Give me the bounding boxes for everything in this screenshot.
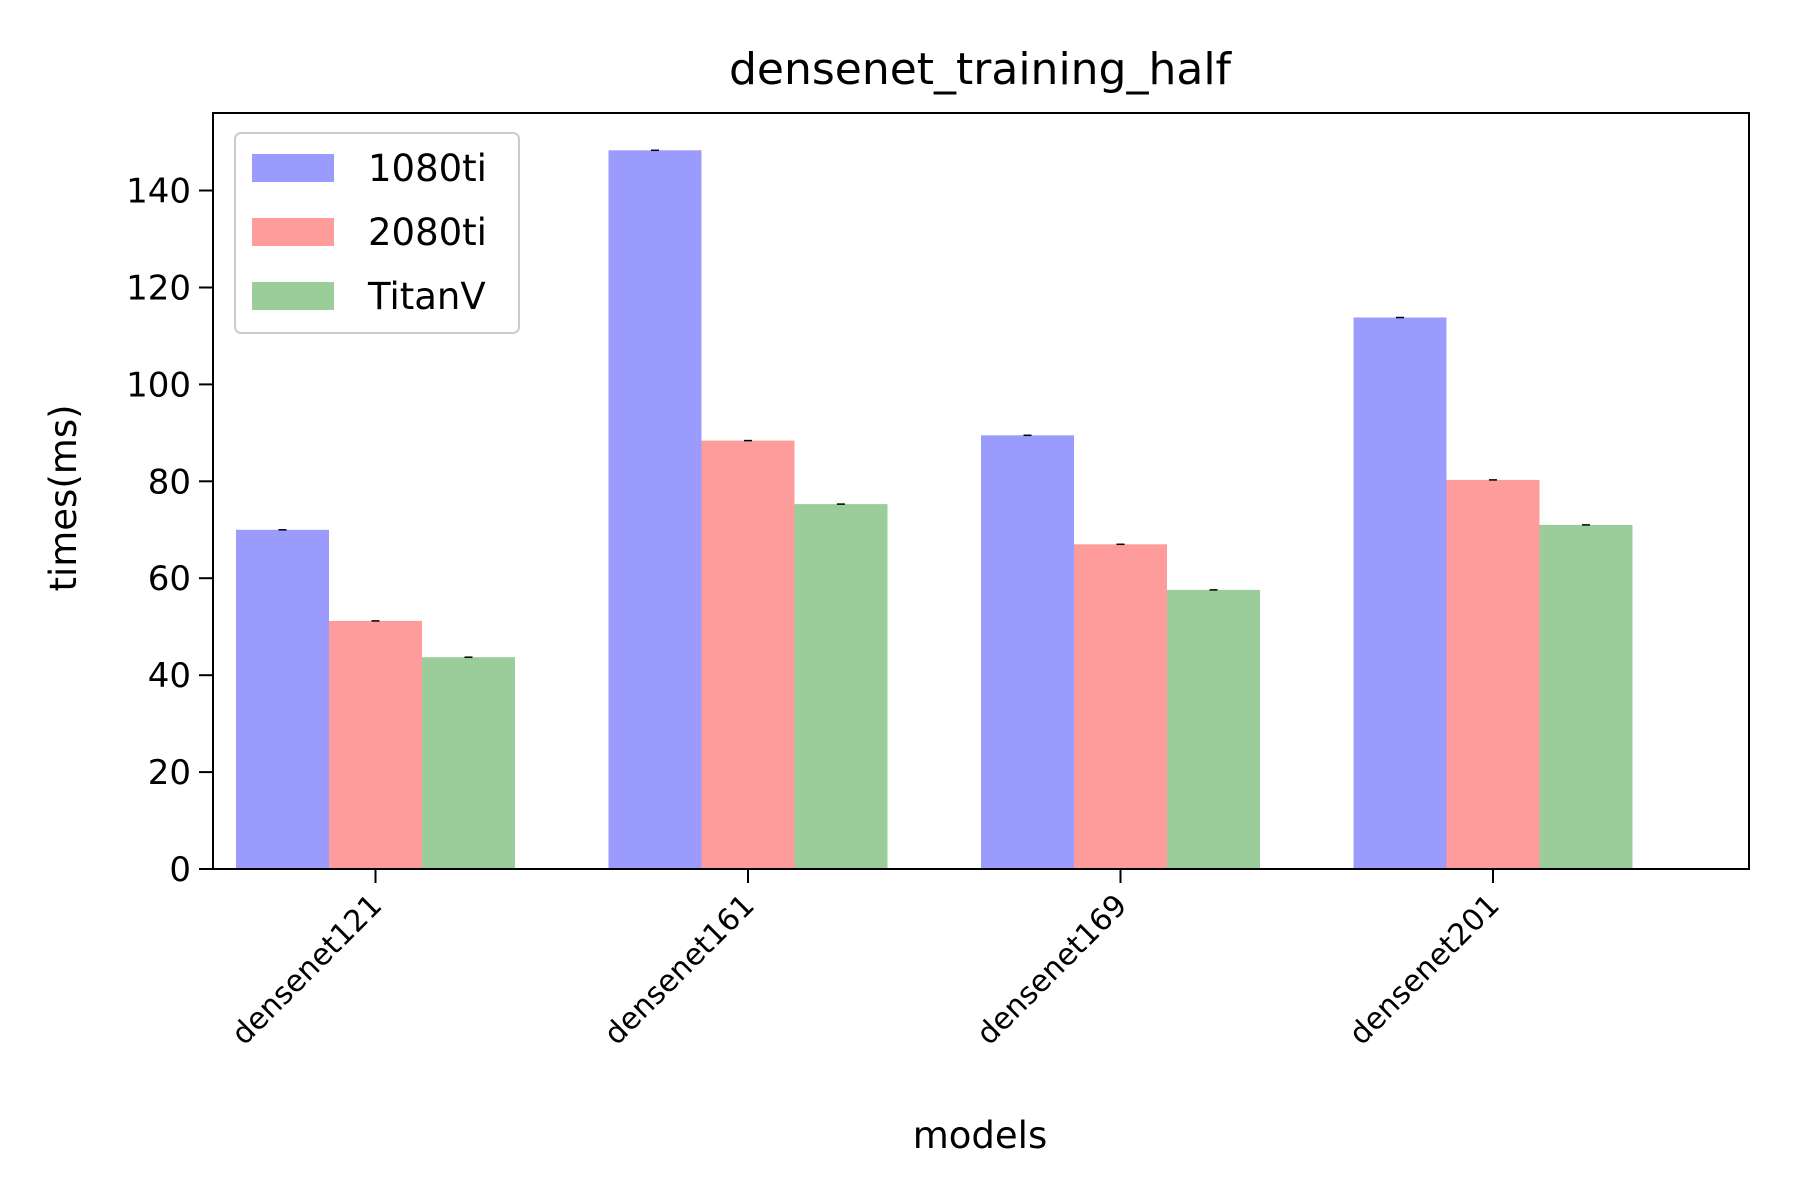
bar-1080ti-densenet121 [236, 529, 329, 869]
y-axis: 0 20 40 60 80 100 120 140 [126, 172, 213, 890]
y-tick-label-0: 0 [169, 850, 191, 890]
legend-swatch-2080ti [252, 218, 334, 246]
bar-1080ti-densenet201 [1353, 317, 1447, 869]
y-tick-label-120: 120 [126, 269, 191, 309]
y-tick-label-60: 60 [148, 559, 191, 599]
bar-2080ti-densenet121 [329, 620, 422, 869]
bars-layer [236, 149, 1633, 870]
y-tick-label-40: 40 [148, 656, 191, 696]
bar-2080ti-densenet201 [1446, 479, 1540, 869]
legend-swatch-TitanV [252, 282, 334, 310]
bar-2080ti-densenet161 [701, 440, 795, 869]
legend-swatch-1080ti [252, 154, 334, 182]
bar-TitanV-densenet161 [794, 504, 888, 869]
y-tick-label-20: 20 [148, 753, 191, 793]
y-axis-label: times(ms) [42, 404, 85, 591]
bar-TitanV-densenet201 [1539, 524, 1633, 869]
bar-TitanV-densenet121 [422, 657, 515, 869]
legend: 1080ti 2080ti TitanV [234, 132, 520, 334]
y-tick-label-140: 140 [126, 172, 191, 212]
legend-label-1080ti: 1080ti [368, 147, 487, 190]
chart-title: densenet_training_half [729, 44, 1233, 95]
plot-frame [212, 112, 1750, 870]
bar-1080ti-densenet169 [981, 435, 1074, 869]
bar-2080ti-densenet169 [1074, 544, 1167, 869]
x-axis-label: models [913, 1114, 1048, 1157]
legend-label-TitanV: TitanV [367, 275, 486, 318]
bar-TitanV-densenet169 [1167, 589, 1260, 869]
y-tick-label-80: 80 [148, 462, 191, 502]
bar-1080ti-densenet161 [608, 150, 702, 870]
y-tick-label-100: 100 [126, 365, 191, 405]
legend-label-2080ti: 2080ti [368, 211, 487, 254]
